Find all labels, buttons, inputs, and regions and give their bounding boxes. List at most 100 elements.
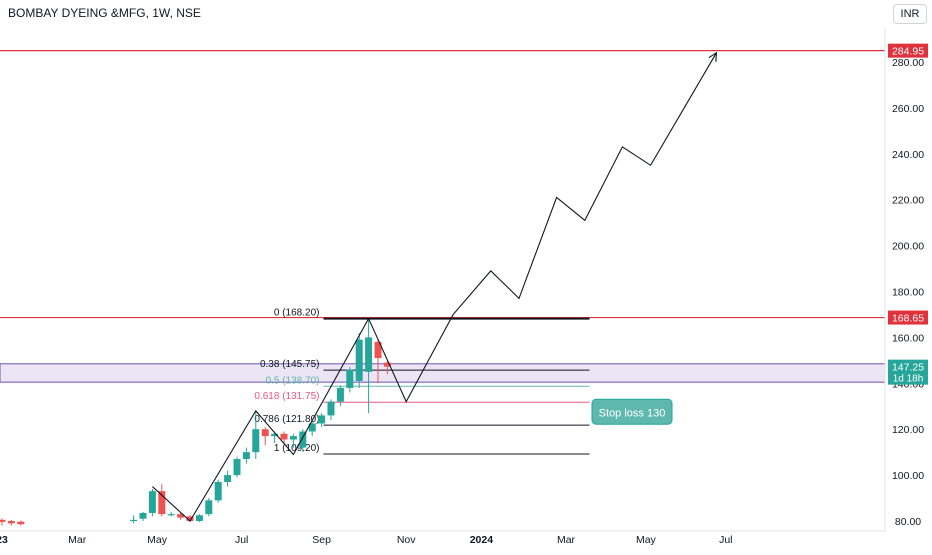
candle-body <box>7 521 15 524</box>
price-zone-band <box>0 363 886 383</box>
candle-body <box>261 429 269 437</box>
candle <box>299 429 307 453</box>
y-tick-label: 160.00 <box>892 332 924 344</box>
candle-body <box>336 387 344 402</box>
x-tick-label: Nov <box>397 534 416 546</box>
wave-arrow-head <box>708 51 718 62</box>
x-tick-label: Jul <box>719 534 732 546</box>
candle <box>355 332 363 388</box>
candle <box>148 488 156 517</box>
candle-body <box>233 459 241 476</box>
current-price-text: 147.25 <box>892 362 924 374</box>
candle-body <box>130 519 138 522</box>
candle-body <box>177 514 185 518</box>
candle-body <box>186 516 194 521</box>
candle-body <box>308 423 316 432</box>
fib-level-label: 0.5 (138.70) <box>266 375 320 386</box>
candle <box>383 360 391 375</box>
candle <box>139 511 147 521</box>
candle-body <box>374 341 382 359</box>
y-tick-label: 80.00 <box>895 516 921 528</box>
x-tick-label: Mar <box>68 534 87 546</box>
stop-loss-callout: Stop loss 130 <box>591 398 673 425</box>
candle-body <box>299 431 307 448</box>
y-tick-label: 220.00 <box>892 195 924 207</box>
callout-box <box>591 398 673 425</box>
current-price-countdown: 1d 18h <box>893 374 924 385</box>
candle <box>252 410 260 460</box>
candle-body <box>0 519 6 522</box>
candle-body <box>355 339 363 382</box>
callout-text: Stop loss 130 <box>599 407 666 419</box>
x-tick-label: 2024 <box>470 534 494 546</box>
y-tick-label: 260.00 <box>892 103 924 115</box>
candle <box>195 514 203 523</box>
fib-level-label: 0 (168.20) <box>274 308 320 319</box>
price-label-1: 168.65 <box>888 310 928 325</box>
candle <box>17 520 25 526</box>
candle <box>318 413 326 427</box>
candle-body <box>289 436 297 440</box>
y-tick-label: 120.00 <box>892 424 924 436</box>
candle-body <box>242 452 250 460</box>
y-tick-label: 200.00 <box>892 241 924 253</box>
candle <box>336 385 344 407</box>
candle <box>261 426 269 446</box>
x-tick-label: May <box>147 534 168 546</box>
candle-body <box>205 500 213 515</box>
candle <box>224 470 232 487</box>
candle-body <box>280 433 288 440</box>
candle-body <box>158 491 166 515</box>
candle <box>130 515 138 524</box>
y-tick-label: 240.00 <box>892 149 924 161</box>
fib-level-label: 0.786 (121.80) <box>254 414 319 425</box>
candle-body <box>214 481 222 501</box>
candle-body <box>167 514 175 516</box>
candle-body <box>139 512 147 519</box>
candle <box>280 431 288 443</box>
candle <box>158 484 166 517</box>
candle <box>205 498 213 517</box>
x-tick-label: Mar <box>557 534 576 546</box>
candle <box>214 479 222 503</box>
x-tick-label: Jul <box>235 534 248 546</box>
candle <box>289 433 297 448</box>
candle <box>346 367 354 393</box>
y-tick-label: 180.00 <box>892 287 924 299</box>
candle <box>167 511 175 517</box>
x-tick-label: May <box>636 534 657 546</box>
candle-body <box>17 521 25 525</box>
fib-level-label: 0.618 (131.75) <box>254 391 319 402</box>
price-label-text: 168.65 <box>892 313 924 325</box>
candle-body <box>365 337 373 372</box>
candle <box>374 339 382 384</box>
candle-body <box>383 362 391 367</box>
y-tick-label: 280.00 <box>892 57 924 69</box>
candle-body <box>252 429 260 453</box>
current-price-box <box>888 359 928 385</box>
candle <box>233 456 241 478</box>
x-tick-label: Sep <box>312 534 331 546</box>
candle <box>365 318 373 414</box>
candle-body <box>318 415 326 424</box>
price-label-box <box>888 310 928 325</box>
candle <box>177 512 185 520</box>
candle <box>7 519 15 526</box>
candle-body <box>327 401 335 416</box>
candle-body <box>346 369 354 388</box>
candle <box>308 420 316 437</box>
candle <box>327 399 335 421</box>
x-tick-label: 23 <box>0 534 8 546</box>
currency-button[interactable]: INR <box>893 4 927 24</box>
candle-body <box>271 433 279 437</box>
candle-body <box>224 475 232 482</box>
chart-title: BOMBAY DYEING &MFG, 1W, NSE <box>8 6 201 20</box>
price-label-0: 284.95 <box>888 43 928 58</box>
fib-level-label: 0.38 (145.75) <box>260 359 320 370</box>
y-tick-label: 100.00 <box>892 470 924 482</box>
candle <box>242 447 250 464</box>
candle-body <box>148 491 156 513</box>
